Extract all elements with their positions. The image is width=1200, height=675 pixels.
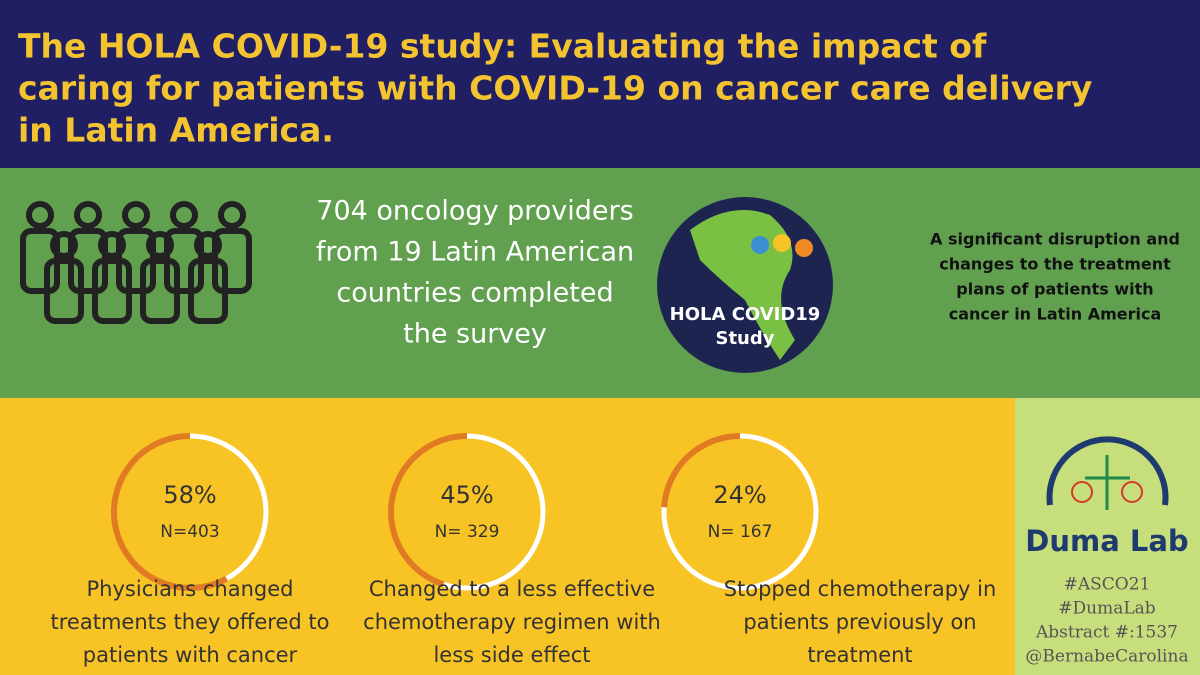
lab-logo-icon bbox=[1085, 455, 1130, 510]
logo-dot bbox=[773, 234, 791, 252]
person-head bbox=[146, 231, 174, 259]
stat-caption: patients previously on bbox=[743, 610, 976, 634]
lab-logo-arc bbox=[1046, 436, 1169, 506]
title-line: in Latin America. bbox=[18, 111, 334, 150]
person-head bbox=[26, 201, 54, 229]
finding-line: plans of patients with bbox=[956, 280, 1153, 299]
summary-line: countries completed bbox=[336, 278, 613, 309]
stat-n: N= 167 bbox=[708, 522, 773, 542]
stats-band bbox=[0, 398, 1015, 675]
person-body bbox=[44, 258, 84, 324]
summary-line: from 19 Latin American bbox=[316, 237, 634, 268]
stat-caption: patients with cancer bbox=[83, 643, 298, 667]
person-body bbox=[140, 258, 180, 324]
tag: #ASCO21 bbox=[1064, 575, 1151, 595]
person-head bbox=[98, 231, 126, 259]
stat-caption: Physicians changed bbox=[87, 577, 294, 601]
tag: Abstract #:1537 bbox=[1035, 623, 1178, 643]
stat-caption: chemotherapy regimen with bbox=[363, 610, 661, 634]
header-band bbox=[0, 0, 1200, 168]
person-head bbox=[194, 231, 222, 259]
person-head bbox=[170, 201, 198, 229]
title-line: caring for patients with COVID-19 on can… bbox=[18, 69, 1092, 108]
lab-logo-icon bbox=[1071, 481, 1093, 503]
stat-n: N= 329 bbox=[435, 522, 500, 542]
people-icon bbox=[20, 201, 252, 324]
summary-line: 704 oncology providers bbox=[316, 196, 633, 227]
logo-text: Study bbox=[715, 328, 774, 349]
tag: @BernabeCarolina bbox=[1025, 647, 1188, 667]
stat-value: 45% bbox=[440, 481, 493, 509]
lab-logo-icon bbox=[1121, 481, 1143, 503]
stat-n: N=403 bbox=[160, 522, 219, 542]
finding-line: cancer in Latin America bbox=[949, 305, 1162, 324]
stat-value: 24% bbox=[713, 481, 766, 509]
lab-panel bbox=[1015, 398, 1200, 675]
title-line: The HOLA COVID-19 study: Evaluating the … bbox=[18, 27, 987, 66]
person-head bbox=[50, 231, 78, 259]
ring-arc bbox=[111, 433, 229, 591]
person-head bbox=[122, 201, 150, 229]
lab-name: Duma Lab bbox=[1025, 524, 1188, 558]
finding-line: changes to the treatment bbox=[939, 255, 1171, 274]
logo-dot bbox=[751, 236, 769, 254]
stat-caption: Stopped chemotherapy in bbox=[724, 577, 997, 601]
stat-caption: treatment bbox=[807, 643, 912, 667]
summary-line: the survey bbox=[403, 319, 547, 350]
person-body bbox=[188, 258, 228, 324]
ring-arc bbox=[388, 433, 468, 588]
logo-text: HOLA COVID19 bbox=[670, 304, 821, 325]
person-body bbox=[92, 258, 132, 324]
logo-map bbox=[690, 210, 795, 360]
stat-caption: treatments they offered to bbox=[51, 610, 330, 634]
person-head bbox=[218, 201, 246, 229]
finding-line: A significant disruption and bbox=[930, 230, 1180, 249]
stat-caption: less side effect bbox=[433, 643, 590, 667]
person-head bbox=[74, 201, 102, 229]
logo-dot bbox=[795, 239, 813, 257]
stat-value: 58% bbox=[163, 481, 216, 509]
ring-arc bbox=[661, 433, 741, 508]
stat-caption: Changed to a less effective bbox=[369, 577, 655, 601]
tag: #DumaLab bbox=[1058, 599, 1156, 619]
